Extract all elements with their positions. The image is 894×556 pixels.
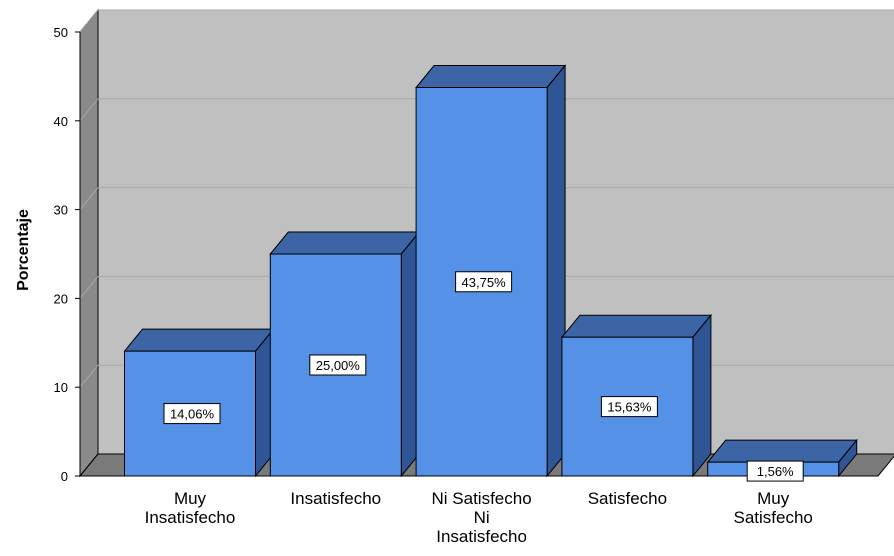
data-label: 15,63% <box>607 400 652 415</box>
bar-top <box>269 231 421 255</box>
x-axis-category-labels: Muy Insatisfecho Insatisfecho Ni Satisfecho… <box>145 489 813 546</box>
data-label-box <box>746 460 804 482</box>
y-tick-label: 50 <box>54 25 68 40</box>
y-axis-ticks: 0 10 20 30 40 50 <box>54 25 81 484</box>
bar-side <box>692 313 712 478</box>
bar-top <box>123 328 275 352</box>
x-category-label: Muy Insatisfecho <box>145 489 236 527</box>
data-label-box <box>455 271 513 293</box>
x-category-label: Ni Satisfecho Ni Insatisfecho <box>432 489 532 546</box>
bar-top <box>706 439 858 463</box>
data-label-box <box>309 354 367 376</box>
data-label-box <box>163 403 221 425</box>
gridline-side <box>79 98 99 122</box>
x-category-label: Insatisfecho <box>290 489 381 508</box>
bar: 14,06% <box>123 327 275 478</box>
bar-top <box>415 65 567 88</box>
side-wall <box>79 8 99 478</box>
data-label: 14,06% <box>170 407 215 422</box>
bar: 15,63% <box>560 313 712 478</box>
y-tick-label: 20 <box>54 291 68 306</box>
gridline-side <box>79 9 99 33</box>
x-category-label: Satisfecho <box>588 489 667 508</box>
y-tick-label: 40 <box>54 114 68 129</box>
x-category-label: Muy Satisfecho <box>734 489 813 527</box>
gridline-side <box>79 276 99 299</box>
y-tick-label: 10 <box>54 380 68 395</box>
bar: 25,00% <box>269 230 421 478</box>
bar: 1,56% <box>706 438 858 482</box>
gridline-side <box>79 364 99 388</box>
data-label: 43,75% <box>462 275 507 290</box>
y-tick-label: 30 <box>54 203 68 218</box>
data-label-box <box>600 396 658 418</box>
y-tick-label: 0 <box>61 469 68 484</box>
bars: 14,06% 25,00% 43,75% 15,63% 1,56% <box>123 64 858 482</box>
y-axis-title: Porcentaje <box>15 209 32 291</box>
gridline-side <box>79 187 99 210</box>
bar: 43,75% <box>415 64 567 478</box>
bar-top <box>560 314 712 338</box>
data-label: 25,00% <box>316 358 361 373</box>
data-label: 1,56% <box>757 464 794 479</box>
